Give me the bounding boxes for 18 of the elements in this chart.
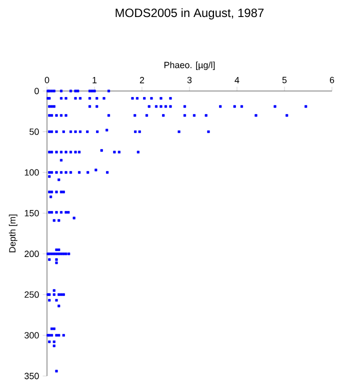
y-tick-label: 350 bbox=[24, 372, 39, 380]
y-tick-label: 150 bbox=[24, 210, 39, 216]
y-axis-title: Depth [m] bbox=[8, 214, 18, 252]
y-tick-label: 250 bbox=[24, 291, 39, 298]
x-tick-label: 2 bbox=[140, 76, 144, 84]
y-tick-label: 300 bbox=[24, 332, 39, 338]
x-tick-label: 5 bbox=[282, 76, 287, 84]
y-tick-label: 0 bbox=[34, 88, 39, 94]
x-axis-title: Phaeo. [µg/l] bbox=[164, 62, 215, 70]
x-tick-label: 0 bbox=[44, 76, 50, 84]
x-tick-label: 1 bbox=[92, 77, 97, 84]
chart-title: MODS2005 in August, 1987 bbox=[116, 8, 264, 20]
x-tick-label: 4 bbox=[234, 77, 240, 84]
y-tick-label: 200 bbox=[24, 250, 39, 258]
x-tick-label: 6 bbox=[330, 76, 334, 84]
y-tick-label: 50 bbox=[30, 128, 39, 135]
x-tick-label: 3 bbox=[187, 76, 192, 84]
y-tick-label: 100 bbox=[24, 169, 39, 176]
